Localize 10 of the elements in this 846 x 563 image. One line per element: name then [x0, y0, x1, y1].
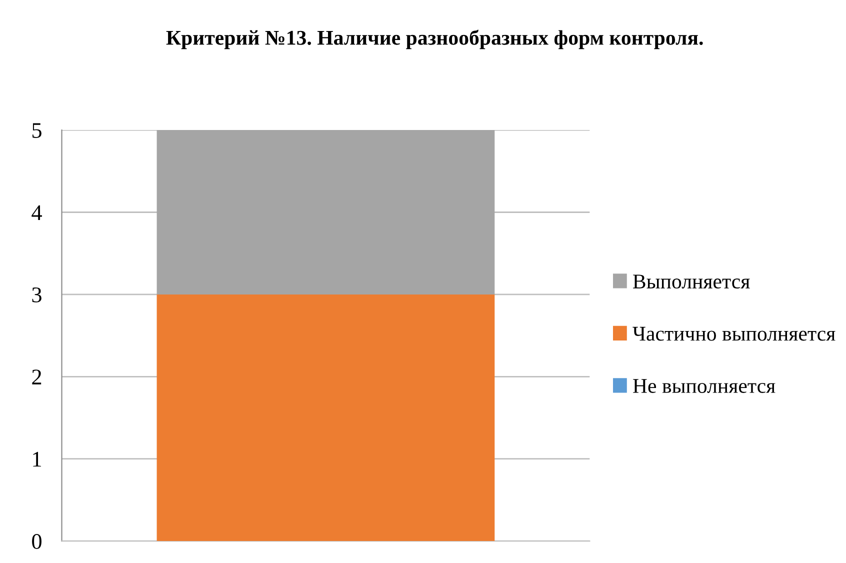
legend-label: Выполняется [633, 274, 750, 289]
y-tick-label: 2 [32, 370, 42, 384]
y-tick-label: 5 [32, 123, 42, 138]
y-tick-label: 4 [32, 205, 42, 220]
y-tick-label: 3 [32, 287, 42, 302]
legend-label: Частично выполняется [632, 326, 836, 341]
y-tick-label: 1 [33, 452, 41, 467]
y-tick-label: 0 [32, 534, 42, 549]
legend-label: Не выполняется [633, 379, 776, 393]
chart-title: Критерий №13. Наличие разнообразных форм контроля. [166, 30, 703, 50]
